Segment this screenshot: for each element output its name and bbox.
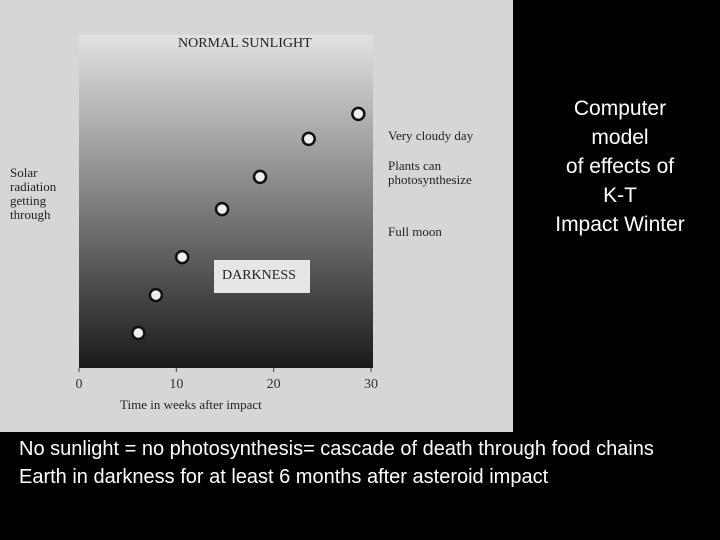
title-line: of effects of: [565, 155, 675, 178]
x-tick-label: 10: [169, 377, 183, 392]
darkness-box: [214, 260, 310, 293]
title-line: model: [591, 126, 649, 149]
x-tick-label: 0: [76, 377, 83, 392]
slide-body: No sunlight = no photosynthesis= cascade…: [19, 436, 699, 492]
data-point: [214, 201, 230, 217]
annotation: Plants can photosynthesize: [388, 158, 472, 187]
title-line: Computer: [573, 97, 667, 120]
data-point: [148, 287, 164, 303]
annotation: Very cloudy day: [388, 128, 474, 143]
slide-title: Computer model of effects of K-T Impact Wint…: [530, 94, 710, 239]
annotation: DARKNESS: [222, 268, 296, 283]
note: No sunlight = no photosynthesis= cascade…: [19, 438, 654, 460]
chart: 0 10 20 30: [0, 0, 513, 432]
plot-area: [79, 35, 373, 368]
data-point: [131, 325, 146, 341]
data-point: [351, 106, 366, 122]
x-tick-label: 30: [364, 377, 378, 392]
title-line: K-T: [603, 184, 637, 207]
annotation: NORMAL SUNLIGHT: [178, 36, 312, 51]
title-line: Impact Winter: [555, 213, 685, 236]
data-point: [174, 249, 190, 265]
data-point: [252, 169, 268, 185]
annotation: Full moon: [388, 224, 442, 239]
note: Earth in darkness for at least 6 months …: [19, 466, 549, 488]
x-tick-label: 20: [267, 377, 281, 392]
y-axis-label: Solar radiation getting through: [10, 165, 57, 222]
x-axis-label: Time in weeks after impact: [120, 397, 262, 412]
data-point: [301, 131, 316, 147]
